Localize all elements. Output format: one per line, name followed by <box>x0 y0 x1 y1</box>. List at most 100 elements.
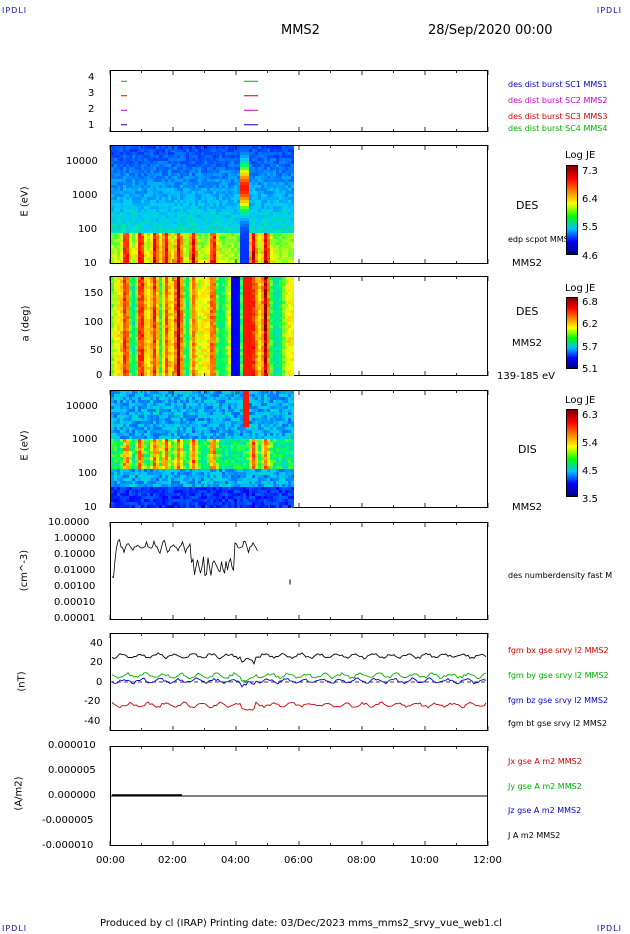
des-pitch-cell <box>201 349 204 352</box>
des-energy-cell <box>273 260 276 263</box>
des-energy-cell <box>162 155 165 158</box>
des-energy-cell <box>249 227 252 230</box>
des-energy-cell <box>120 215 123 218</box>
dis-energy-cell <box>144 397 147 400</box>
des-pitch-cell <box>111 289 114 292</box>
des-energy-cell <box>270 224 273 227</box>
des-pitch-cell <box>255 346 258 349</box>
des-energy-cell <box>180 197 183 200</box>
corner-label-bottom-right: IPDLI <box>596 924 622 933</box>
des-energy-cell <box>195 239 198 242</box>
des-pitch-cell <box>168 310 171 313</box>
des-pitch-cell <box>234 373 237 376</box>
des-energy-cell <box>240 149 243 152</box>
des-energy-cell <box>144 182 147 185</box>
des-energy-cell <box>261 239 264 242</box>
des-pitch-cell <box>243 289 246 292</box>
dis-energy-cell <box>147 463 150 466</box>
des-energy-cell <box>180 212 183 215</box>
des-pitch-cell <box>225 310 228 313</box>
des-energy-cell <box>195 182 198 185</box>
des-pitch-cell <box>264 352 267 355</box>
des-pitch-cell <box>162 301 165 304</box>
des-energy-cell <box>261 230 264 233</box>
des-pitch-cell <box>204 328 207 331</box>
des-energy-cell <box>168 203 171 206</box>
des-pitch-cell <box>288 337 291 340</box>
des-pitch-cell <box>123 310 126 313</box>
des-energy-cell <box>207 251 210 254</box>
des-pitch-cell <box>273 352 276 355</box>
des-pitch-cell <box>117 328 120 331</box>
des-pitch-cell <box>177 352 180 355</box>
des-energy-cell <box>282 197 285 200</box>
des-pitch-cell <box>258 355 261 358</box>
des-pitch-cell <box>132 286 135 289</box>
des-pitch-cell <box>162 346 165 349</box>
des-pitch-cell <box>180 346 183 349</box>
des-pitch-cell <box>273 295 276 298</box>
des-energy-cell <box>273 206 276 209</box>
des-energy-cell <box>243 242 246 245</box>
des-pitch-cell <box>213 280 216 283</box>
dis-energy-cell <box>132 409 135 412</box>
des-energy-cell <box>258 161 261 164</box>
des-energy-cell <box>183 248 186 251</box>
dis-energy-cell <box>147 448 150 451</box>
des-energy-cell <box>237 257 240 260</box>
des-pitch-cell <box>264 313 267 316</box>
des-pitch-cell <box>228 310 231 313</box>
des-pitch-cell <box>252 316 255 319</box>
des-energy-cell <box>111 230 114 233</box>
des-energy-cell <box>234 224 237 227</box>
dis-energy-cell <box>129 475 132 478</box>
dis-energy-cell <box>123 400 126 403</box>
des-pitch-cell <box>150 337 153 340</box>
des-pitch-cell <box>270 355 273 358</box>
des-energy-cell <box>117 218 120 221</box>
des-energy-cell <box>279 197 282 200</box>
des-pitch-cell <box>228 373 231 376</box>
des-pitch-cell <box>147 355 150 358</box>
des-energy-cell <box>153 185 156 188</box>
des-energy-cell <box>291 245 294 248</box>
des-pitch-cell <box>147 340 150 343</box>
des-energy-cell <box>174 179 177 182</box>
des-pitch-cell <box>120 289 123 292</box>
des-energy-cell <box>144 146 147 149</box>
des-energy-cell <box>243 251 246 254</box>
des-energy-cell <box>207 236 210 239</box>
des-energy-cell <box>225 248 228 251</box>
des-energy-cell <box>207 149 210 152</box>
des-energy-cell <box>132 182 135 185</box>
des-pitch-cell <box>267 328 270 331</box>
des-energy-cell <box>186 233 189 236</box>
des-energy-cell <box>237 185 240 188</box>
des-energy-cell <box>288 179 291 182</box>
des-energy-cell <box>228 164 231 167</box>
des-energy-cell <box>204 161 207 164</box>
dis-energy-cell <box>132 466 135 469</box>
des-energy-cell <box>285 260 288 263</box>
des-energy-cell <box>249 209 252 212</box>
des-energy-cell <box>156 248 159 251</box>
des-pitch-cell <box>234 370 237 373</box>
des-pitch-cell <box>252 322 255 325</box>
des-pitch-cell <box>120 277 123 280</box>
des-energy-cell <box>276 188 279 191</box>
des-energy-cell <box>267 170 270 173</box>
des-energy-cell <box>165 188 168 191</box>
des-pitch-cell <box>123 355 126 358</box>
des-pitch-cell <box>117 307 120 310</box>
des-energy-cell <box>243 164 246 167</box>
des-pitch-cell <box>189 328 192 331</box>
des-pitch-cell <box>285 352 288 355</box>
des-energy-cell <box>267 146 270 149</box>
dis-energy-cell <box>123 460 126 463</box>
dis-energy-cell <box>123 472 126 475</box>
des-energy-cell <box>225 212 228 215</box>
dis-energy-cell <box>138 424 141 427</box>
dis-energy-cell <box>126 421 129 424</box>
des-pitch-cell <box>123 334 126 337</box>
des-pitch-cell <box>138 313 141 316</box>
